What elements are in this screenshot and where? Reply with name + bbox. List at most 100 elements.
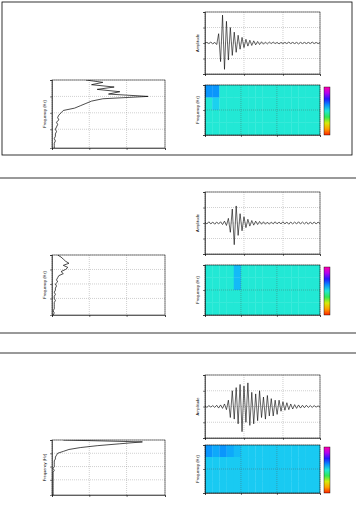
tick bbox=[244, 254, 245, 256]
tick-mark bbox=[203, 43, 205, 44]
heat-cell bbox=[306, 98, 313, 111]
heat-cell bbox=[298, 445, 305, 457]
heat-cell bbox=[306, 481, 313, 493]
tick-mark bbox=[244, 438, 245, 440]
heat-cell bbox=[234, 278, 241, 291]
tick bbox=[127, 315, 128, 317]
grid-line bbox=[205, 422, 320, 423]
tick bbox=[127, 495, 128, 497]
axis-line bbox=[206, 316, 321, 318]
heat-cell bbox=[306, 469, 313, 481]
tick bbox=[203, 375, 205, 376]
axis-line bbox=[206, 439, 321, 441]
tick-mark bbox=[203, 391, 205, 392]
tick bbox=[127, 148, 128, 150]
tick-mark bbox=[50, 453, 52, 454]
amplitude-axis bbox=[53, 148, 166, 150]
heat-cell bbox=[298, 481, 305, 493]
heat-cell bbox=[234, 469, 241, 481]
tick bbox=[277, 315, 278, 317]
tick bbox=[50, 129, 52, 130]
heat-cell bbox=[234, 110, 241, 123]
tick-mark bbox=[203, 375, 205, 376]
tick bbox=[203, 290, 205, 291]
axis-title: Frequency (Hz) bbox=[195, 276, 200, 304]
heat-cell bbox=[212, 265, 219, 278]
tick-mark bbox=[277, 135, 278, 137]
heat-cell bbox=[241, 290, 248, 303]
axis-line bbox=[203, 266, 206, 316]
heat-cell bbox=[227, 290, 234, 303]
plot-frame bbox=[205, 192, 320, 254]
heat-cell bbox=[277, 481, 284, 493]
heat-cell bbox=[255, 469, 262, 481]
heat-cell bbox=[284, 265, 291, 278]
tick bbox=[277, 135, 278, 137]
chart bbox=[203, 265, 330, 317]
axis-title: Frequency (Hz) bbox=[195, 96, 200, 124]
heat-cell bbox=[313, 445, 320, 457]
chart bbox=[203, 445, 330, 495]
heat-cell bbox=[313, 278, 320, 291]
tick-mark bbox=[203, 422, 205, 423]
plot-frame bbox=[52, 255, 165, 315]
tick-mark bbox=[241, 315, 242, 317]
heat-cell bbox=[277, 110, 284, 123]
heat-cell bbox=[248, 110, 255, 123]
heat-cell bbox=[291, 278, 298, 291]
heat-cell bbox=[270, 469, 277, 481]
heat-cell bbox=[219, 278, 226, 291]
heat-cell bbox=[277, 85, 284, 98]
tick-mark bbox=[205, 493, 206, 495]
heat-cell bbox=[277, 123, 284, 136]
axis-line bbox=[203, 13, 206, 75]
heat-cell bbox=[219, 445, 226, 457]
waveform-line bbox=[205, 206, 320, 245]
heat-cell bbox=[234, 98, 241, 111]
tick bbox=[320, 438, 321, 440]
axis-line bbox=[206, 136, 321, 138]
heat-cell bbox=[234, 303, 241, 316]
heat-cell bbox=[284, 445, 291, 457]
heat-cell bbox=[270, 98, 277, 111]
amplitude-axis bbox=[53, 495, 166, 497]
tick-mark bbox=[50, 467, 52, 468]
heat-cell bbox=[248, 445, 255, 457]
heat-cell bbox=[219, 469, 226, 481]
tick bbox=[52, 315, 53, 317]
tick bbox=[203, 391, 205, 392]
heat-cell bbox=[255, 290, 262, 303]
tick bbox=[203, 74, 205, 75]
axis-title: Frequency (Hz) bbox=[42, 100, 47, 128]
tick bbox=[50, 440, 52, 441]
tick bbox=[205, 74, 206, 76]
tick bbox=[205, 135, 206, 137]
axis-line bbox=[206, 494, 321, 496]
frequency-axis bbox=[50, 441, 53, 496]
axis-line bbox=[206, 255, 321, 257]
heat-cell bbox=[219, 481, 226, 493]
tick bbox=[89, 495, 90, 497]
heat-cell bbox=[291, 469, 298, 481]
tick-mark bbox=[50, 284, 52, 285]
axis-title: Amplitude bbox=[195, 213, 200, 232]
heat-cell bbox=[277, 265, 284, 278]
tick-mark bbox=[50, 269, 52, 270]
heat-cell bbox=[263, 265, 270, 278]
data-layer bbox=[205, 445, 320, 493]
data-layer bbox=[53, 255, 69, 315]
heat-cell bbox=[219, 457, 226, 469]
heat-cell bbox=[212, 481, 219, 493]
tick bbox=[203, 208, 205, 209]
axis-line bbox=[50, 441, 53, 496]
heat-cell bbox=[248, 303, 255, 316]
heat-cell bbox=[255, 110, 262, 123]
heat-cell bbox=[227, 445, 234, 457]
axis-line bbox=[50, 256, 53, 316]
heat-cell bbox=[298, 290, 305, 303]
tick bbox=[205, 438, 206, 440]
tick-mark bbox=[203, 254, 205, 255]
panel-separator bbox=[0, 178, 356, 179]
heat-cell bbox=[298, 278, 305, 291]
tick-mark bbox=[127, 315, 128, 317]
